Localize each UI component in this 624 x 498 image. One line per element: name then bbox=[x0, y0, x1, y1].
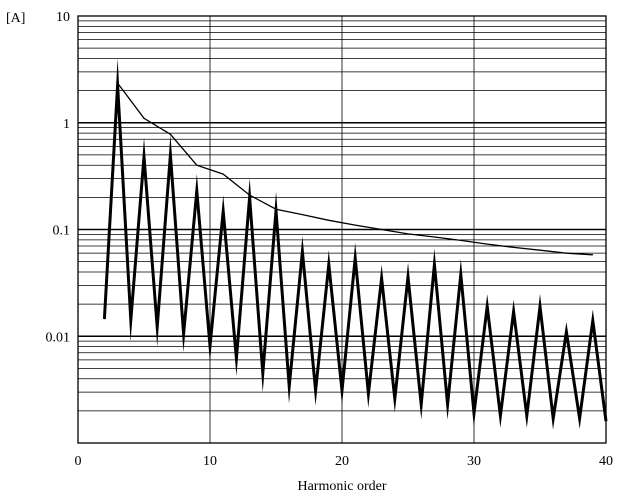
data-point bbox=[341, 390, 343, 391]
data-point bbox=[170, 154, 171, 156]
data-point bbox=[249, 196, 251, 198]
x-axis-title: Harmonic order bbox=[297, 479, 386, 494]
plot-frame bbox=[77, 15, 607, 444]
y-tick-labels: 10 1 0.1 0.01 bbox=[46, 10, 71, 345]
data-point bbox=[381, 277, 382, 279]
data-point bbox=[500, 415, 501, 417]
data-point bbox=[236, 358, 237, 359]
data-point bbox=[328, 264, 330, 265]
data-point bbox=[460, 240, 462, 241]
y-tick-label: 0.01 bbox=[46, 330, 71, 345]
y-tick-label: 0.1 bbox=[53, 224, 71, 239]
data-point bbox=[539, 249, 541, 251]
data-point bbox=[196, 164, 198, 166]
data-point bbox=[420, 403, 422, 405]
data-point bbox=[407, 276, 409, 278]
data-point bbox=[394, 398, 396, 400]
data-point bbox=[143, 117, 145, 119]
data-point bbox=[130, 319, 132, 321]
data-point bbox=[552, 417, 554, 419]
y-tick-label: 10 bbox=[56, 10, 70, 25]
data-point bbox=[117, 84, 118, 86]
data-point bbox=[183, 333, 185, 335]
data-point bbox=[447, 403, 448, 405]
grid bbox=[78, 16, 606, 443]
data-point bbox=[473, 412, 475, 414]
data-point bbox=[209, 345, 211, 347]
data-point bbox=[222, 173, 224, 175]
data-point bbox=[288, 385, 290, 387]
data-point bbox=[513, 246, 514, 248]
data-point bbox=[592, 254, 594, 256]
x-tick-label: 0 bbox=[75, 454, 82, 469]
data-point bbox=[368, 393, 369, 395]
data-point bbox=[434, 264, 435, 265]
data-point bbox=[249, 194, 251, 196]
data-point bbox=[302, 214, 303, 215]
data-point bbox=[117, 82, 118, 84]
data-point bbox=[605, 420, 607, 422]
x-tick-label: 40 bbox=[599, 454, 613, 469]
data-point bbox=[486, 243, 488, 245]
data-point bbox=[104, 318, 105, 320]
series-group bbox=[102, 58, 608, 430]
data-point bbox=[566, 252, 567, 254]
data-point bbox=[315, 390, 316, 391]
data-point bbox=[513, 311, 514, 313]
data-point bbox=[354, 257, 356, 259]
data-point bbox=[434, 236, 435, 238]
x-tick-label: 20 bbox=[335, 454, 349, 469]
data-point bbox=[579, 417, 580, 419]
data-point bbox=[156, 326, 158, 328]
y-tick-label: 1 bbox=[63, 117, 70, 132]
data-point bbox=[526, 415, 528, 417]
data-point bbox=[539, 306, 541, 307]
data-point bbox=[407, 233, 409, 235]
data-point bbox=[196, 190, 198, 192]
x-tick-label: 30 bbox=[467, 454, 481, 469]
data-point bbox=[275, 210, 277, 212]
data-point bbox=[328, 219, 330, 221]
data-point bbox=[170, 133, 171, 135]
data-point bbox=[275, 208, 277, 210]
data-point bbox=[566, 331, 567, 333]
data-point bbox=[460, 273, 462, 275]
data-point bbox=[262, 372, 264, 374]
data-point bbox=[354, 224, 356, 226]
data-point bbox=[381, 229, 382, 230]
x-tick-label: 10 bbox=[203, 454, 217, 469]
data-point bbox=[302, 251, 303, 253]
y-axis-unit-label: [A] bbox=[6, 11, 25, 26]
data-point bbox=[222, 210, 224, 212]
data-point bbox=[143, 156, 145, 158]
data-point bbox=[592, 320, 594, 322]
data-point bbox=[486, 306, 488, 307]
x-tick-labels: 0 10 20 30 40 bbox=[75, 454, 614, 469]
